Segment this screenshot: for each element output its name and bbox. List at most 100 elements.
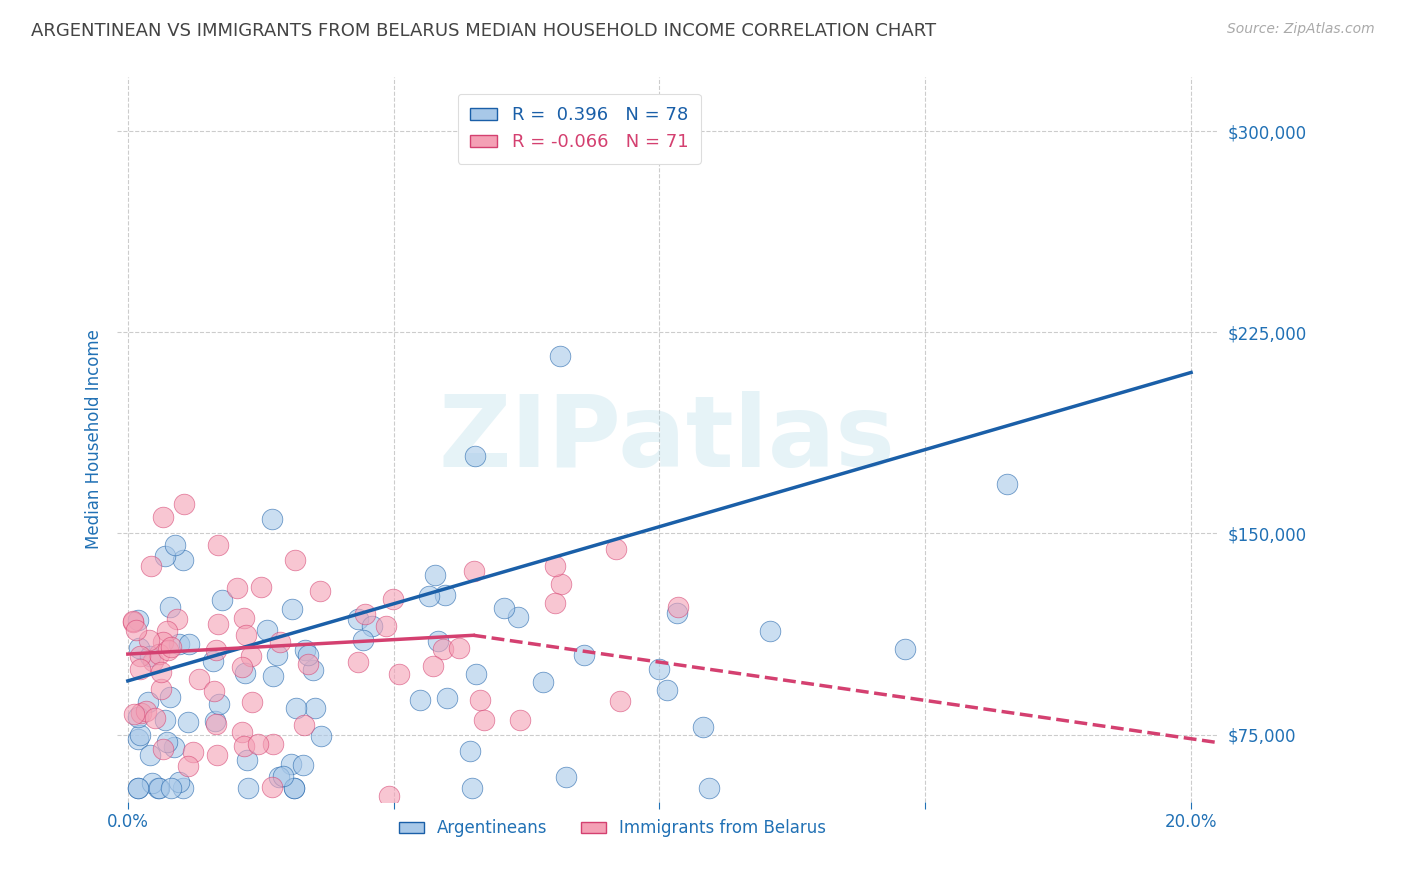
- Point: [135, 704, 157, 718]
- Point: [205, 747, 228, 762]
- Point: [125, 623, 148, 637]
- Point: [207, 537, 229, 551]
- Point: [494, 601, 516, 615]
- Point: [128, 640, 150, 655]
- Point: [205, 716, 228, 731]
- Point: [555, 770, 578, 784]
- Point: [409, 693, 432, 707]
- Point: [657, 682, 679, 697]
- Point: [666, 606, 689, 620]
- Point: [127, 781, 149, 796]
- Point: [347, 655, 370, 669]
- Point: [233, 611, 256, 625]
- Point: [142, 654, 165, 668]
- Point: [458, 744, 481, 758]
- Point: [433, 588, 456, 602]
- Point: [232, 739, 254, 754]
- Point: [256, 623, 278, 637]
- Point: [235, 628, 257, 642]
- Point: [173, 497, 195, 511]
- Point: [159, 690, 181, 705]
- Point: [150, 808, 173, 822]
- Point: [156, 643, 179, 657]
- Point: [131, 706, 153, 720]
- Point: [465, 667, 488, 681]
- Point: [283, 781, 305, 796]
- Point: [378, 789, 401, 803]
- Point: [163, 537, 186, 551]
- Point: [247, 737, 270, 751]
- Point: [352, 632, 374, 647]
- Point: [283, 781, 305, 796]
- Point: [156, 735, 179, 749]
- Point: [297, 657, 319, 672]
- Point: [382, 592, 405, 607]
- Point: [139, 747, 162, 762]
- Point: [422, 658, 444, 673]
- Point: [531, 675, 554, 690]
- Point: [463, 564, 485, 578]
- Point: [139, 649, 162, 664]
- Point: [418, 589, 440, 603]
- Point: [267, 770, 290, 784]
- Point: [508, 609, 530, 624]
- Point: [204, 714, 226, 728]
- Point: [240, 695, 263, 709]
- Point: [148, 648, 170, 662]
- Point: [122, 614, 145, 628]
- Point: [449, 641, 471, 656]
- Point: [128, 649, 150, 664]
- Point: [231, 725, 253, 739]
- Point: [668, 599, 690, 614]
- Point: [204, 643, 226, 657]
- Point: [461, 781, 484, 796]
- Point: [226, 581, 249, 595]
- Point: [160, 640, 183, 654]
- Point: [172, 552, 194, 566]
- Point: [354, 607, 377, 622]
- Point: [759, 624, 782, 639]
- Point: [211, 593, 233, 607]
- Point: [284, 700, 307, 714]
- Point: [153, 549, 176, 563]
- Point: [361, 618, 384, 632]
- Point: [202, 654, 225, 668]
- Point: [156, 624, 179, 638]
- Point: [177, 637, 200, 651]
- Point: [406, 808, 429, 822]
- Point: [152, 510, 174, 524]
- Point: [605, 541, 627, 556]
- Point: [208, 697, 231, 711]
- Point: [138, 632, 160, 647]
- Point: [207, 617, 229, 632]
- Text: ARGENTINEAN VS IMMIGRANTS FROM BELARUS MEDIAN HOUSEHOLD INCOME CORRELATION CHART: ARGENTINEAN VS IMMIGRANTS FROM BELARUS M…: [31, 22, 936, 40]
- Point: [262, 737, 284, 751]
- Point: [423, 568, 446, 582]
- Point: [692, 720, 714, 734]
- Point: [269, 634, 291, 648]
- Y-axis label: Median Household Income: Median Household Income: [86, 329, 103, 549]
- Point: [427, 634, 450, 648]
- Point: [388, 666, 411, 681]
- Point: [260, 512, 283, 526]
- Point: [159, 781, 181, 796]
- Point: [280, 756, 302, 771]
- Point: [169, 774, 191, 789]
- Point: [162, 740, 184, 755]
- Point: [271, 769, 294, 783]
- Point: [233, 666, 256, 681]
- Point: [127, 781, 149, 796]
- Point: [148, 781, 170, 796]
- Point: [550, 576, 572, 591]
- Point: [124, 707, 146, 722]
- Point: [141, 776, 163, 790]
- Point: [129, 662, 152, 676]
- Point: [304, 700, 326, 714]
- Point: [122, 615, 145, 630]
- Point: [745, 808, 768, 822]
- Point: [236, 753, 259, 767]
- Point: [236, 781, 259, 796]
- Point: [464, 449, 486, 463]
- Point: [181, 745, 204, 759]
- Point: [609, 694, 631, 708]
